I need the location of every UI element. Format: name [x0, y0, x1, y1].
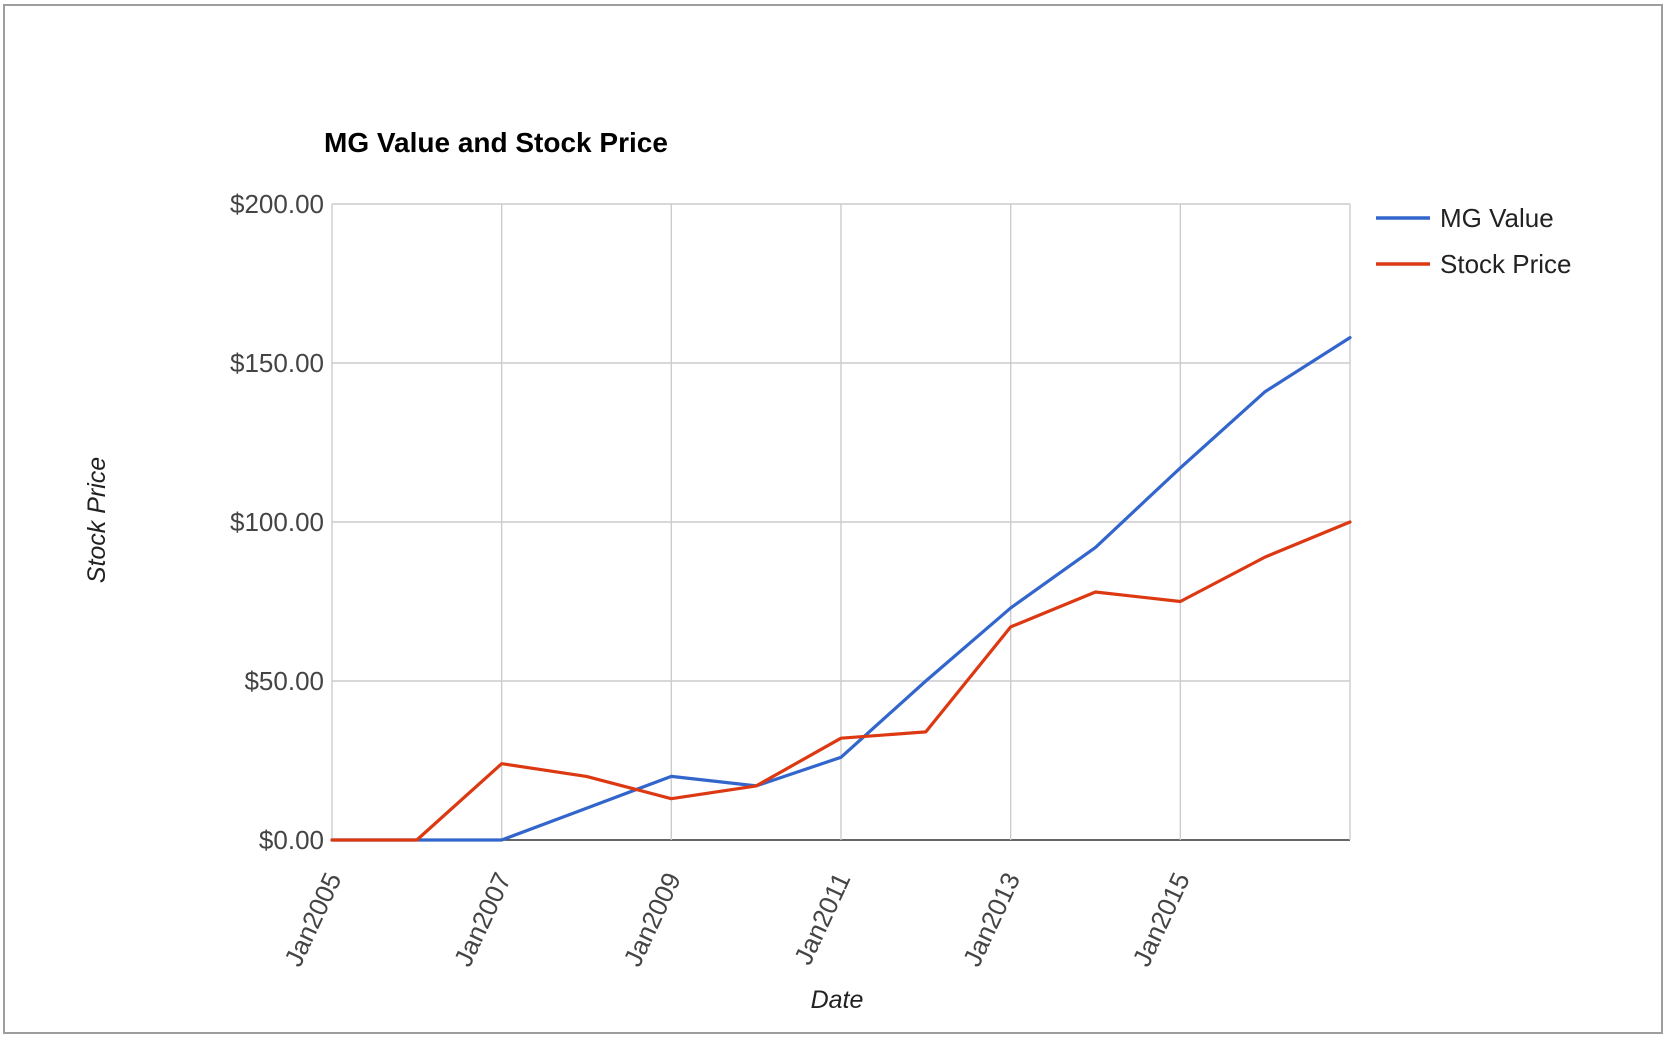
series-line-mg-value: [330, 336, 1352, 842]
legend-label: MG Value: [1440, 203, 1554, 233]
y-tick-label: $100.00: [230, 507, 324, 537]
y-tick-labels: $0.00 $50.00 $100.00 $150.00 $200.00: [230, 189, 324, 855]
y-tick-label: $50.00: [244, 666, 324, 696]
chart-border: [3, 4, 1663, 1034]
y-tick-label: $150.00: [230, 348, 324, 378]
legend-label: Stock Price: [1440, 249, 1572, 279]
series-lines: [330, 336, 1352, 842]
legend: MG Value Stock Price: [1376, 203, 1572, 279]
x-axis-label: Date: [811, 986, 864, 1014]
series-line-stock-price: [330, 520, 1352, 842]
y-tick-label: $0.00: [259, 825, 324, 855]
chart-title: MG Value and Stock Price: [324, 127, 668, 158]
y-tick-label: $200.00: [230, 189, 324, 219]
y-axis-label: Stock Price: [83, 457, 111, 583]
